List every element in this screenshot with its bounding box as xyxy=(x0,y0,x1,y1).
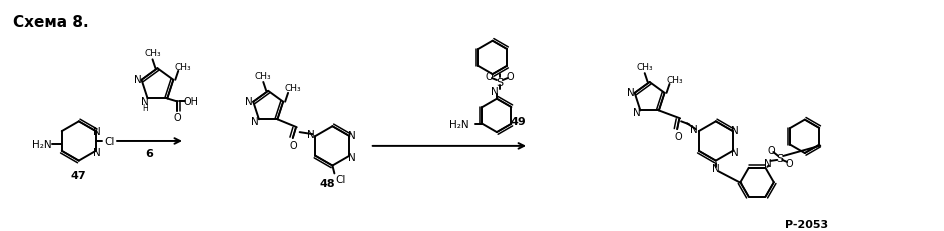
Text: CH₃: CH₃ xyxy=(144,49,160,58)
Text: P-2053: P-2053 xyxy=(784,219,827,228)
Text: CH₃: CH₃ xyxy=(635,62,652,71)
Text: O: O xyxy=(290,140,297,150)
Text: Схема 8.: Схема 8. xyxy=(13,15,89,30)
Text: N: N xyxy=(689,125,697,135)
Text: N: N xyxy=(134,74,142,84)
Text: N: N xyxy=(632,108,640,118)
Text: S: S xyxy=(496,78,503,88)
Text: N: N xyxy=(730,126,738,136)
Text: 48: 48 xyxy=(319,179,335,188)
Text: N: N xyxy=(711,164,719,174)
Text: N: N xyxy=(491,86,498,96)
Text: N: N xyxy=(347,152,355,162)
Text: N: N xyxy=(93,147,101,157)
Text: 6: 6 xyxy=(145,148,153,158)
Text: OH: OH xyxy=(183,97,198,107)
Text: CH₃: CH₃ xyxy=(284,84,301,93)
Text: H₂N: H₂N xyxy=(448,119,468,129)
Text: H: H xyxy=(142,103,147,112)
Text: S: S xyxy=(776,153,783,163)
Text: Cl: Cl xyxy=(335,175,346,185)
Text: N: N xyxy=(251,117,259,127)
Text: O: O xyxy=(674,131,682,141)
Text: N: N xyxy=(93,127,101,137)
Text: H₂N: H₂N xyxy=(32,139,52,149)
Text: CH₃: CH₃ xyxy=(255,71,271,80)
Text: N: N xyxy=(306,130,314,140)
Text: N: N xyxy=(347,131,355,140)
Text: N: N xyxy=(763,158,770,168)
Text: 49: 49 xyxy=(510,117,526,127)
Text: N: N xyxy=(141,97,148,107)
Text: Cl: Cl xyxy=(104,136,114,146)
Text: O: O xyxy=(767,146,774,155)
Text: N: N xyxy=(626,88,634,97)
Text: N: N xyxy=(730,147,738,157)
Text: O: O xyxy=(173,113,180,123)
Text: O: O xyxy=(784,158,792,168)
Text: CH₃: CH₃ xyxy=(666,75,682,84)
Text: N: N xyxy=(245,96,253,106)
Text: 47: 47 xyxy=(71,171,87,181)
Text: O: O xyxy=(506,72,514,82)
Text: O: O xyxy=(485,72,493,82)
Text: CH₃: CH₃ xyxy=(175,62,192,71)
